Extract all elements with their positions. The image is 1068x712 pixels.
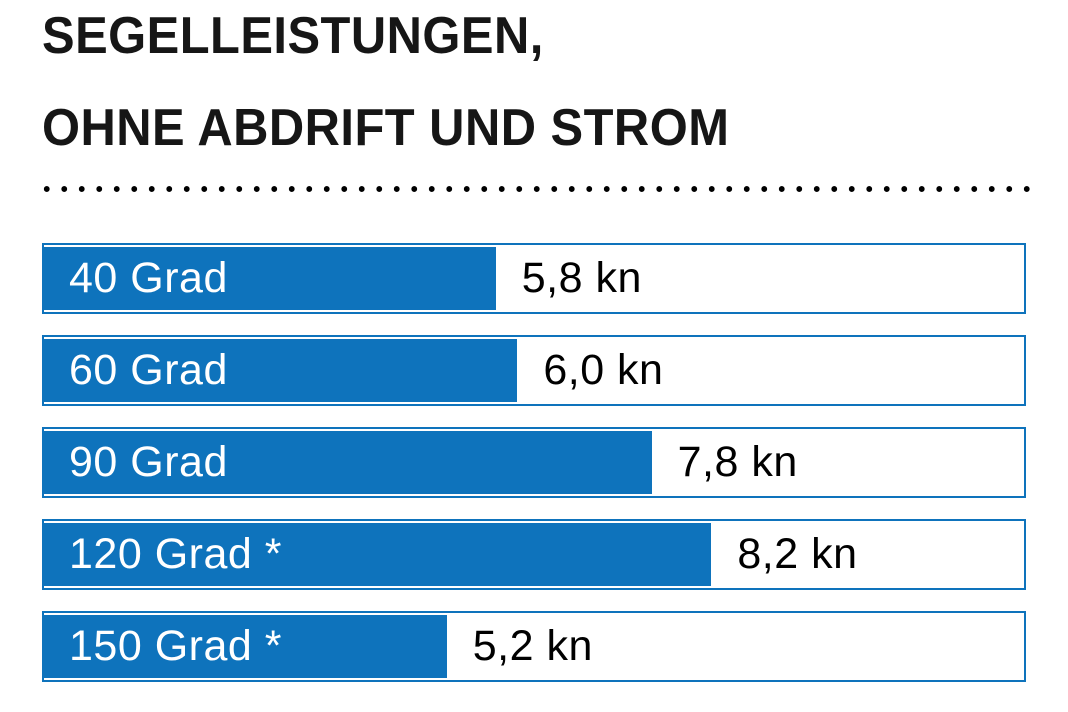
dotted-divider — [38, 184, 1032, 194]
bar-fill: 90 Grad — [44, 431, 652, 494]
bar-value: 7,8 kn — [677, 438, 798, 486]
bar-value: 5,8 kn — [521, 254, 642, 302]
bar-value: 5,2 kn — [472, 622, 593, 670]
bar-label: 120 Grad * — [69, 530, 282, 578]
bar-label: 150 Grad * — [69, 622, 282, 670]
bar-value: 6,0 kn — [543, 346, 664, 394]
bar-label: 90 Grad — [69, 438, 228, 486]
bar-row-40-grad: 40 Grad 5,8 kn — [42, 243, 1026, 314]
bar-fill: 150 Grad * — [44, 615, 447, 678]
bar-value: 8,2 kn — [737, 530, 858, 578]
bar-fill: 60 Grad — [44, 339, 518, 402]
bar-row-150-grad: 150 Grad * 5,2 kn — [42, 611, 1026, 682]
chart-title-line2: OHNE ABDRIFT UND STROM — [42, 99, 730, 157]
bar-row-90-grad: 90 Grad 7,8 kn — [42, 427, 1026, 498]
bar-fill: 40 Grad — [44, 247, 496, 310]
bar-label: 40 Grad — [69, 254, 228, 302]
bar-fill: 120 Grad * — [44, 523, 712, 586]
bar-chart: 40 Grad 5,8 kn 60 Grad 6,0 kn 90 Grad 7,… — [42, 243, 1026, 682]
bar-label: 60 Grad — [69, 346, 228, 394]
bar-row-60-grad: 60 Grad 6,0 kn — [42, 335, 1026, 406]
bar-row-120-grad: 120 Grad * 8,2 kn — [42, 519, 1026, 590]
chart-title-line1: SEGELLEISTUNGEN, — [42, 7, 544, 65]
